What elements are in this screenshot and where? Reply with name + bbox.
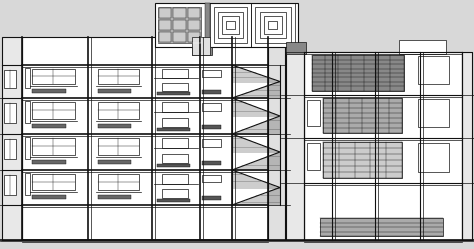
Bar (173, 32, 185, 42)
Bar (4, 103, 16, 123)
Bar (286, 42, 306, 54)
Bar (98, 69, 139, 84)
Bar (98, 138, 139, 155)
Bar (210, 3, 251, 47)
Bar (218, 12, 243, 38)
Bar (32, 89, 66, 93)
Bar (192, 37, 210, 55)
Bar (32, 138, 75, 155)
Bar (227, 21, 235, 29)
Bar (157, 92, 191, 95)
Bar (201, 196, 221, 200)
Bar (25, 137, 30, 159)
Bar (162, 154, 188, 163)
Bar (418, 99, 449, 127)
Bar (159, 20, 171, 30)
Bar (157, 127, 191, 131)
Bar (162, 118, 188, 127)
Bar (286, 52, 304, 240)
Bar (214, 7, 247, 43)
Bar (162, 69, 188, 78)
Bar (162, 174, 188, 184)
Bar (159, 8, 171, 18)
Bar (98, 174, 139, 190)
Bar (157, 199, 191, 202)
Bar (323, 98, 402, 133)
Bar (2, 37, 22, 240)
Bar (32, 195, 66, 199)
Bar (304, 52, 462, 240)
Bar (418, 56, 449, 84)
Bar (98, 124, 131, 128)
Bar (201, 90, 221, 94)
Bar (418, 142, 449, 172)
Bar (4, 139, 16, 159)
Bar (162, 189, 188, 198)
Bar (188, 20, 200, 30)
Bar (25, 173, 30, 194)
Bar (255, 7, 291, 43)
Bar (98, 102, 139, 119)
Bar (323, 142, 402, 178)
Bar (192, 47, 212, 55)
Bar (205, 3, 210, 47)
Bar (32, 69, 75, 84)
Bar (188, 8, 200, 18)
Bar (201, 175, 221, 182)
Bar (159, 32, 171, 42)
Bar (188, 32, 200, 42)
Bar (162, 138, 188, 148)
Bar (201, 125, 221, 129)
Bar (399, 40, 446, 54)
Bar (201, 70, 221, 76)
Bar (264, 16, 282, 34)
Bar (268, 21, 277, 29)
Bar (268, 37, 285, 240)
Bar (32, 174, 75, 190)
Bar (157, 164, 191, 167)
Bar (251, 3, 295, 47)
Bar (222, 16, 238, 34)
Bar (4, 175, 16, 194)
Bar (201, 103, 221, 111)
Bar (307, 100, 320, 126)
Bar (173, 8, 185, 18)
Bar (32, 124, 66, 128)
Bar (260, 12, 286, 38)
Bar (98, 89, 131, 93)
Bar (4, 70, 16, 88)
Bar (25, 68, 30, 88)
Bar (98, 160, 131, 164)
Bar (162, 102, 188, 112)
Bar (320, 218, 443, 236)
Bar (201, 161, 221, 165)
Bar (155, 3, 298, 47)
Bar (312, 56, 403, 91)
Bar (162, 83, 188, 91)
Bar (201, 139, 221, 147)
Bar (22, 37, 268, 240)
Bar (462, 52, 472, 240)
Bar (173, 20, 185, 30)
Bar (307, 143, 320, 170)
Bar (32, 102, 75, 119)
Bar (158, 7, 201, 43)
Bar (98, 195, 131, 199)
Bar (32, 160, 66, 164)
Bar (25, 101, 30, 123)
